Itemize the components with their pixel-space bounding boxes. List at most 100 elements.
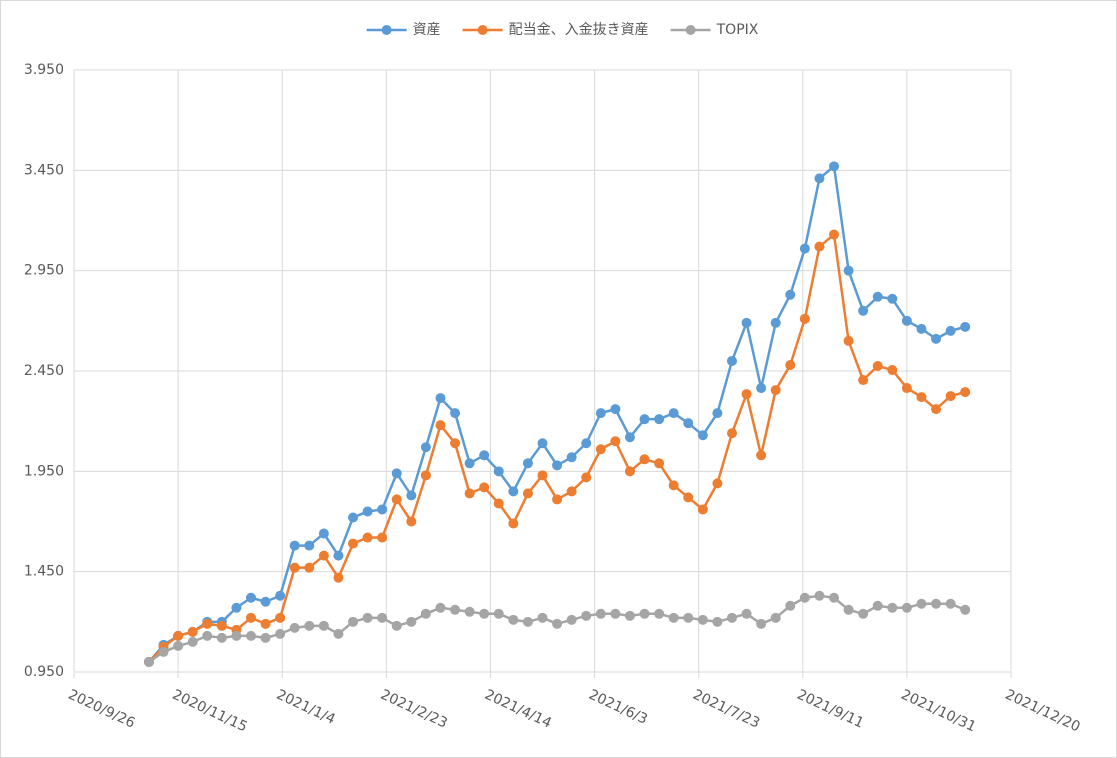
data-point xyxy=(697,504,708,515)
data-point xyxy=(624,432,635,443)
data-point xyxy=(275,612,286,623)
data-point xyxy=(377,612,388,623)
data-point xyxy=(799,592,810,603)
data-point xyxy=(187,636,198,647)
data-point xyxy=(537,612,548,623)
data-point xyxy=(814,590,825,601)
legend-label: TOPIX xyxy=(716,22,759,38)
data-point xyxy=(566,614,577,625)
data-point xyxy=(887,293,898,304)
data-point xyxy=(493,608,504,619)
data-point xyxy=(683,492,694,503)
data-point xyxy=(377,532,388,543)
data-point xyxy=(289,562,300,573)
data-point xyxy=(872,360,883,371)
data-point xyxy=(756,450,767,461)
data-point xyxy=(770,317,781,328)
data-point xyxy=(960,387,971,398)
data-point xyxy=(756,383,767,394)
legend-label: 配当金、入金抜き資産 xyxy=(509,22,649,38)
data-point xyxy=(697,614,708,625)
data-point xyxy=(654,458,665,469)
data-point xyxy=(829,229,840,240)
data-point xyxy=(464,458,475,469)
data-point xyxy=(216,620,227,631)
data-point xyxy=(231,630,242,641)
data-point xyxy=(799,243,810,254)
data-point xyxy=(945,325,956,336)
data-point xyxy=(318,620,329,631)
data-point xyxy=(799,313,810,324)
data-point xyxy=(202,618,213,629)
data-point xyxy=(624,610,635,621)
data-point xyxy=(333,628,344,639)
data-point xyxy=(829,161,840,172)
data-point xyxy=(741,608,752,619)
data-point xyxy=(887,602,898,613)
data-point xyxy=(231,602,242,613)
data-point xyxy=(187,626,198,637)
data-point xyxy=(522,616,533,627)
data-point xyxy=(712,478,723,489)
data-point xyxy=(785,359,796,370)
data-point xyxy=(595,608,606,619)
data-point xyxy=(260,632,271,643)
data-point xyxy=(508,486,519,497)
data-point xyxy=(726,428,737,439)
data-point xyxy=(406,616,417,627)
data-point xyxy=(931,598,942,609)
data-point xyxy=(348,616,359,627)
data-point xyxy=(581,610,592,621)
data-point xyxy=(275,628,286,639)
data-point xyxy=(537,438,548,449)
y-tick-label: 3.950 xyxy=(24,62,64,78)
data-point xyxy=(756,618,767,629)
data-point xyxy=(377,504,388,515)
data-point xyxy=(552,494,563,505)
data-point xyxy=(901,315,912,326)
data-point xyxy=(450,604,461,615)
data-point xyxy=(304,620,315,631)
data-point xyxy=(726,355,737,366)
data-point xyxy=(435,420,446,431)
data-point xyxy=(960,604,971,615)
data-point xyxy=(450,408,461,419)
data-point xyxy=(420,470,431,481)
data-point xyxy=(595,444,606,455)
data-point xyxy=(522,458,533,469)
data-point xyxy=(289,540,300,551)
data-point xyxy=(566,452,577,463)
data-point xyxy=(202,630,213,641)
data-point xyxy=(931,333,942,344)
data-point xyxy=(624,466,635,477)
data-point xyxy=(639,414,650,425)
data-point xyxy=(654,608,665,619)
data-point xyxy=(945,391,956,402)
data-point xyxy=(858,305,869,316)
data-point xyxy=(450,438,461,449)
data-point xyxy=(493,466,504,477)
data-point xyxy=(858,375,869,386)
data-point xyxy=(362,532,373,543)
data-point xyxy=(216,632,227,643)
data-point xyxy=(931,404,942,415)
data-point xyxy=(435,602,446,613)
data-point xyxy=(245,630,256,641)
data-point xyxy=(697,430,708,441)
data-point xyxy=(814,241,825,252)
legend-marker xyxy=(477,25,488,35)
data-point xyxy=(639,454,650,465)
data-point xyxy=(362,506,373,517)
data-point xyxy=(391,468,402,479)
data-point xyxy=(712,616,723,627)
data-point xyxy=(479,450,490,461)
data-point xyxy=(552,460,563,471)
data-point xyxy=(668,480,679,491)
data-point xyxy=(435,393,446,404)
data-point xyxy=(275,590,286,601)
data-point xyxy=(683,612,694,623)
legend-marker xyxy=(685,25,696,35)
data-point xyxy=(348,538,359,549)
